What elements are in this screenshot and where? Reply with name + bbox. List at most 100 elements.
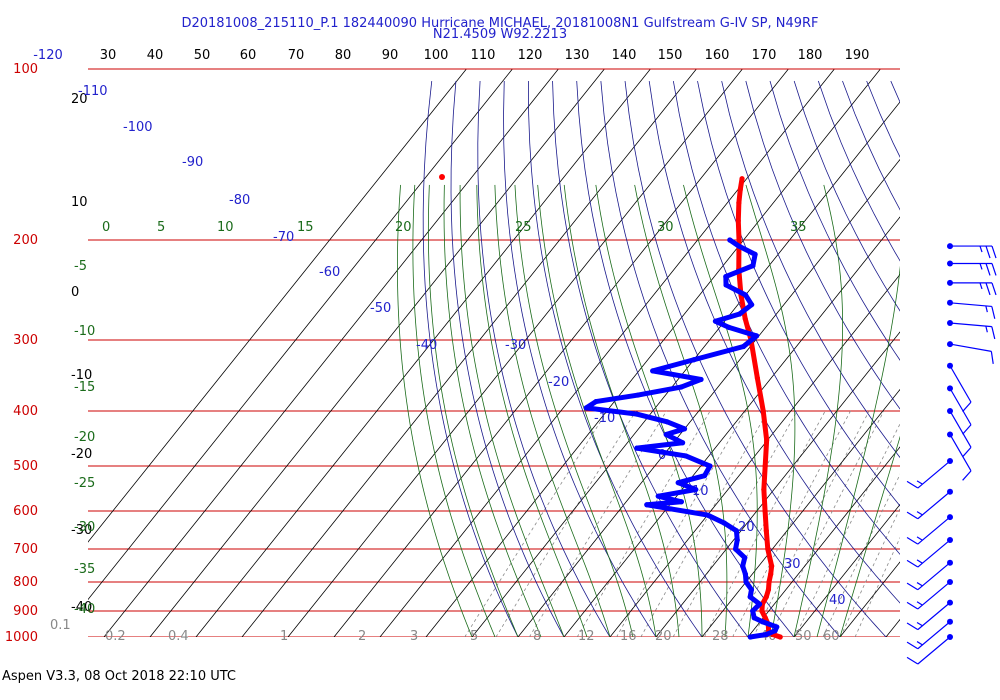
- temperature-series: [439, 174, 783, 640]
- isotherm-line: [379, 69, 835, 637]
- mixing-ratio-label: 0.1: [50, 618, 71, 633]
- wind-barb-flag: [985, 282, 991, 296]
- temperature-point: [762, 508, 768, 514]
- dewpoint-point: [751, 615, 757, 621]
- isotherm-tick-label: -40: [71, 600, 92, 615]
- wind-barb-flag: [962, 401, 972, 412]
- theta-tick-label: 80: [335, 48, 352, 63]
- dewpoint-point: [742, 571, 749, 577]
- temperature-point: [754, 375, 760, 381]
- inner-isotherm-label: -100: [123, 120, 153, 135]
- wind-barb: [947, 385, 972, 435]
- moist-adiabat-label: 25: [515, 220, 532, 235]
- isotherm-line: [793, 503, 900, 637]
- wind-barb-half-flag: [916, 511, 923, 516]
- dewpoint-point: [774, 624, 780, 630]
- theta-tick-label: 160: [705, 48, 730, 63]
- temperature-point: [765, 546, 771, 552]
- wind-barb-flag: [990, 351, 994, 364]
- isotherm-tick-label: -20: [71, 447, 92, 462]
- temperature-point: [777, 634, 783, 640]
- mixing-ratio-line: [529, 410, 667, 637]
- moist-adiabat-line: [816, 265, 900, 637]
- footer-version-timestamp: Aspen V3.3, 08 Oct 2018 22:10 UTC: [2, 669, 236, 684]
- moist-adiabat-line: [514, 184, 634, 637]
- dewpoint-point: [664, 419, 670, 425]
- dewpoint-point: [740, 343, 747, 350]
- isotherm-line: [103, 69, 559, 637]
- dry-adiabat-line: [769, 80, 900, 361]
- isotherm-line: [425, 69, 881, 637]
- inner-isotherm-label: -80: [229, 193, 250, 208]
- temperature-point: [739, 176, 745, 182]
- wind-barb-staff: [917, 602, 951, 631]
- isotherm-line: [885, 618, 900, 637]
- dewpoint-point: [736, 311, 743, 317]
- isotherm-line: [655, 331, 900, 637]
- inner-isotherm-label: -60: [319, 265, 340, 280]
- dry-adiabat-line: [817, 80, 900, 262]
- dewpoint-point: [655, 493, 661, 499]
- wind-barb: [947, 341, 994, 364]
- dry-adiabat-line: [477, 81, 611, 637]
- wind-barb: [906, 618, 953, 650]
- dry-adiabat-line: [745, 80, 900, 410]
- wind-barb: [947, 299, 996, 319]
- isotherm-line: [701, 388, 900, 637]
- isotherm-line: [747, 446, 900, 637]
- dry-adiabat-line: [576, 81, 795, 637]
- moist-adiabat-label: 30: [657, 220, 674, 235]
- dewpoint-point: [754, 333, 760, 339]
- dry-adiabat-line: [600, 80, 841, 637]
- moist-adiabat-left-label: -25: [74, 476, 95, 491]
- theta-tick-label: 110: [471, 48, 496, 63]
- wind-barb-column: [906, 243, 997, 665]
- pressure-tick-label: 100: [13, 62, 38, 77]
- wind-barb-half-flag: [916, 536, 923, 541]
- wind-barb-staff: [949, 322, 992, 328]
- dewpoint-point: [723, 282, 729, 288]
- theta-tick-label: -120: [33, 48, 63, 63]
- isotherm-tick-label: 10: [71, 195, 88, 210]
- dry-adiabat-line: [624, 80, 887, 637]
- wind-barb-flag: [991, 263, 997, 276]
- dewpoint-point: [691, 357, 697, 363]
- dewpoint-line: [583, 237, 780, 640]
- wind-barb-half-flag: [979, 245, 983, 253]
- isotherm-line: [287, 69, 743, 637]
- dewpoint-point: [759, 619, 766, 625]
- wind-barb-flag: [906, 601, 919, 610]
- theta-tick-label: 100: [424, 48, 449, 63]
- dry-adiabat-line: [963, 81, 1000, 649]
- wind-barb-flag: [991, 245, 997, 259]
- wind-barb-flag: [985, 263, 991, 276]
- dry-adiabat-line: [422, 80, 519, 637]
- moist-adiabat-line: [427, 184, 519, 637]
- moist-adiabat-line: [443, 184, 542, 637]
- dewpoint-point: [678, 384, 684, 390]
- wind-barb: [906, 578, 953, 610]
- mixing-ratio-label: 8: [533, 629, 541, 644]
- temperature-point: [763, 594, 769, 600]
- wind-barb-staff: [917, 581, 951, 610]
- dewpoint-point: [668, 506, 674, 512]
- wind-barb-staff: [917, 516, 951, 545]
- pressure-tick-label: 600: [13, 504, 38, 519]
- isotherm-line: [88, 69, 467, 543]
- dry-adiabat-line: [987, 81, 1000, 649]
- mixing-ratio-label: 0.4: [168, 629, 189, 644]
- wind-barb-flag: [991, 326, 996, 340]
- dewpoint-point: [681, 426, 688, 432]
- wind-barb-half-flag: [979, 263, 983, 270]
- wind-barb-flag: [962, 446, 972, 458]
- pressure-tick-label: 900: [13, 604, 38, 619]
- isotherm-line: [563, 216, 900, 637]
- mixing-ratio-line: [672, 410, 798, 637]
- moist-adiabat-label: 10: [217, 220, 234, 235]
- isotherm-line: [839, 561, 900, 637]
- moist-adiabat-line: [412, 184, 496, 637]
- mixing-ratio-line: [464, 410, 608, 637]
- wind-barb-half-flag: [916, 621, 923, 627]
- temperature-point: [764, 437, 770, 443]
- dewpoint-point: [663, 431, 669, 438]
